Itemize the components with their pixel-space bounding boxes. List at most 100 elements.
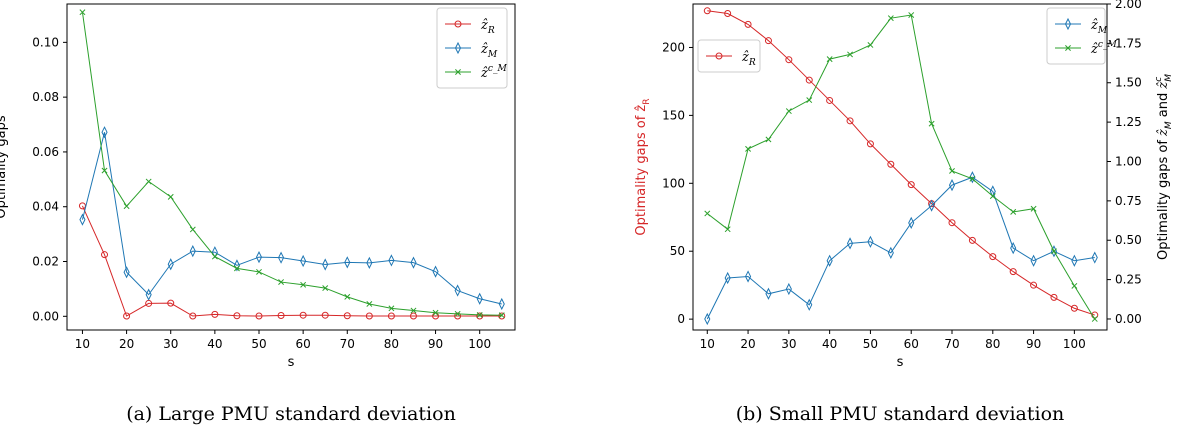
data-point xyxy=(454,284,461,297)
series-line xyxy=(706,14,1096,320)
data-point xyxy=(1009,268,1017,276)
series-z-m-c xyxy=(79,9,505,319)
y-tick-label: 200 xyxy=(662,40,685,54)
y-tick-label: 0.04 xyxy=(32,200,59,214)
data-point xyxy=(365,312,373,320)
data-point xyxy=(79,9,86,16)
data-point xyxy=(744,20,752,28)
data-point xyxy=(703,7,711,15)
data-point xyxy=(498,297,505,311)
legend-left: ẑR xyxy=(697,39,761,73)
x-tick-label: 90 xyxy=(428,337,443,351)
data-point xyxy=(344,293,351,300)
legend-marker xyxy=(455,69,461,75)
legend-label: ẑM xyxy=(480,42,498,60)
y-tick-label: 150 xyxy=(662,108,685,122)
data-point xyxy=(299,311,307,319)
y-right-tick-label: 0.25 xyxy=(1115,273,1142,287)
x-tick-label: 80 xyxy=(985,337,1000,351)
y-axis-label-left: Optimality gaps of ẑR xyxy=(634,98,652,236)
data-point xyxy=(211,310,219,318)
legend-frame xyxy=(1046,7,1106,65)
legend-entry: ẑR xyxy=(706,50,756,68)
legend-label: ẑc_M xyxy=(1090,40,1117,57)
data-point xyxy=(704,210,711,217)
data-point xyxy=(1091,316,1098,322)
y-tick-label: 0.06 xyxy=(32,145,59,159)
x-tick-label: 70 xyxy=(944,337,959,351)
y-right-tick-label: 2.00 xyxy=(1115,0,1142,11)
data-point xyxy=(806,97,813,104)
data-point xyxy=(1091,251,1098,264)
data-point xyxy=(366,301,373,307)
data-point xyxy=(321,311,329,319)
x-tick-label: 60 xyxy=(904,337,919,351)
x-tick-label: 10 xyxy=(75,337,90,351)
data-point xyxy=(765,287,772,300)
data-point xyxy=(949,167,955,174)
legend-label: ẑM xyxy=(1090,18,1108,36)
y-tick-label: 0.00 xyxy=(32,309,59,323)
data-point xyxy=(233,312,241,320)
data-point xyxy=(765,136,772,143)
data-point xyxy=(454,310,461,317)
data-point xyxy=(498,312,505,319)
plot-frame xyxy=(692,3,1108,331)
data-point xyxy=(255,312,263,320)
data-point xyxy=(847,51,853,58)
legend-entry: ẑM xyxy=(1055,17,1108,36)
series-line xyxy=(81,12,502,316)
legend-marker xyxy=(454,20,462,28)
data-point xyxy=(79,213,86,226)
data-point xyxy=(1030,281,1038,289)
data-point xyxy=(410,307,417,314)
x-tick-label: 50 xyxy=(863,337,878,351)
data-point xyxy=(388,254,395,267)
data-point xyxy=(256,268,262,275)
x-tick-label: 70 xyxy=(340,337,355,351)
data-point xyxy=(167,299,175,307)
legend-marker xyxy=(1065,45,1071,51)
data-point xyxy=(344,256,351,269)
data-point xyxy=(968,236,976,244)
data-point xyxy=(409,312,417,320)
data-point xyxy=(1070,304,1078,312)
data-point xyxy=(948,178,956,192)
legend-label: ẑR xyxy=(480,18,495,36)
data-point xyxy=(724,226,731,233)
data-point xyxy=(167,193,174,200)
data-point xyxy=(826,254,833,267)
data-point xyxy=(1010,208,1017,215)
data-point xyxy=(476,312,484,320)
y-axis-label-right: Optimality gaps of ẑM and ẑcM xyxy=(1154,74,1174,260)
chart-panel-b: 10 20 30 40 50 60 70 80 90 100 s 0 50 100 150 200 Optima… xyxy=(634,0,1174,425)
data-point xyxy=(867,41,874,48)
data-point xyxy=(948,219,956,227)
data-point xyxy=(432,309,439,316)
legend-entry: ẑc_M xyxy=(445,64,507,81)
data-point xyxy=(322,258,329,271)
data-point xyxy=(498,312,506,320)
y-tick-label: 0.08 xyxy=(32,90,59,104)
data-point xyxy=(1050,293,1058,301)
data-point xyxy=(989,253,997,261)
data-point xyxy=(101,167,108,174)
x-tick-label: 100 xyxy=(468,337,491,351)
y-right-tick-label: 1.00 xyxy=(1115,154,1142,168)
data-point xyxy=(704,312,711,326)
legend-marker xyxy=(454,41,462,55)
x-tick-label: 60 xyxy=(295,337,310,351)
x-tick-label: 10 xyxy=(700,337,715,351)
y-right-tick-label: 0.00 xyxy=(1115,312,1142,326)
data-point xyxy=(887,246,894,259)
series-line xyxy=(81,132,502,305)
x-tick-label: 90 xyxy=(1026,337,1041,351)
data-point xyxy=(123,312,131,320)
legend-label: ẑR xyxy=(741,50,756,68)
y-tick-label: 0 xyxy=(677,312,685,326)
series-z-r xyxy=(78,202,506,320)
x-tick-label: 40 xyxy=(822,337,837,351)
y-right-tick-label: 1.50 xyxy=(1115,76,1142,90)
data-point xyxy=(322,285,329,292)
data-point xyxy=(123,266,130,279)
